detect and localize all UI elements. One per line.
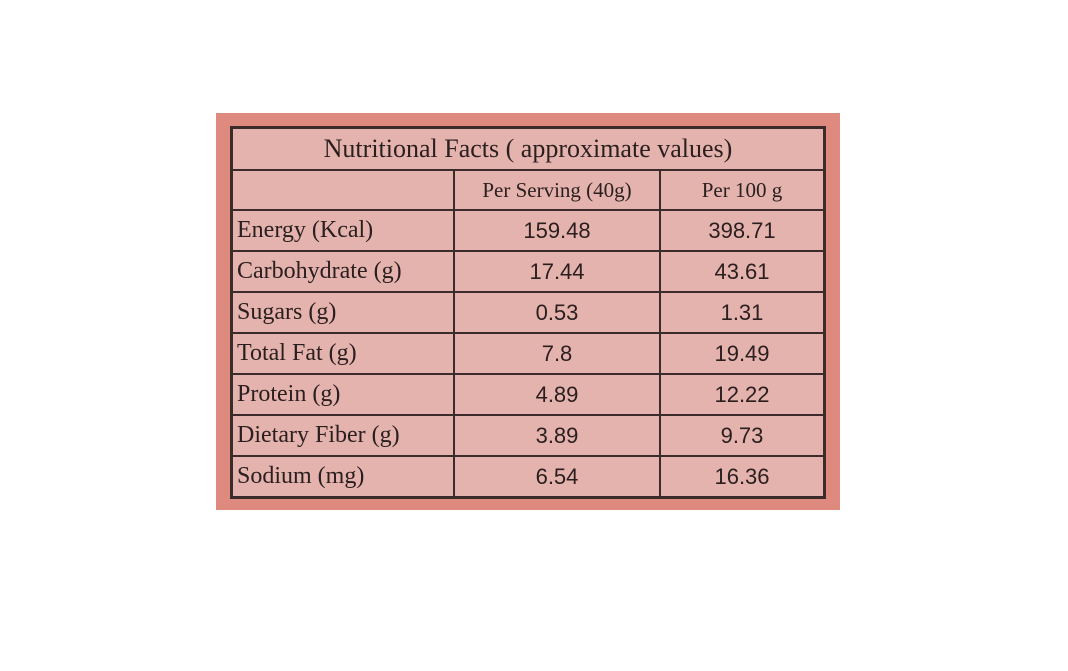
row-label: Total Fat (g) — [232, 333, 454, 374]
cell-value: 0.53 — [454, 292, 660, 333]
cell-value: 3.89 — [454, 415, 660, 456]
cell-value: 1.31 — [660, 292, 824, 333]
row-label: Protein (g) — [232, 374, 454, 415]
cell-value: 12.22 — [660, 374, 824, 415]
cell-value: 398.71 — [660, 210, 824, 251]
cell-value: 159.48 — [454, 210, 660, 251]
cell-value: 16.36 — [660, 456, 824, 497]
cell-value: 7.8 — [454, 333, 660, 374]
row-label: Sugars (g) — [232, 292, 454, 333]
cell-value: 17.44 — [454, 251, 660, 292]
row-label: Sodium (mg) — [232, 456, 454, 497]
column-header: Per Serving (40g) — [454, 170, 660, 210]
label-background: Nutritional Facts ( approximate values) … — [216, 113, 840, 510]
row-label: Energy (Kcal) — [232, 210, 454, 251]
header-empty-cell — [232, 170, 454, 210]
cell-value: 6.54 — [454, 456, 660, 497]
cell-value: 43.61 — [660, 251, 824, 292]
nutrition-table: Nutritional Facts ( approximate values) … — [230, 126, 826, 499]
cell-value: 4.89 — [454, 374, 660, 415]
table-title: Nutritional Facts ( approximate values) — [232, 128, 824, 170]
row-label: Carbohydrate (g) — [232, 251, 454, 292]
cell-value: 19.49 — [660, 333, 824, 374]
row-label: Dietary Fiber (g) — [232, 415, 454, 456]
column-header: Per 100 g — [660, 170, 824, 210]
cell-value: 9.73 — [660, 415, 824, 456]
